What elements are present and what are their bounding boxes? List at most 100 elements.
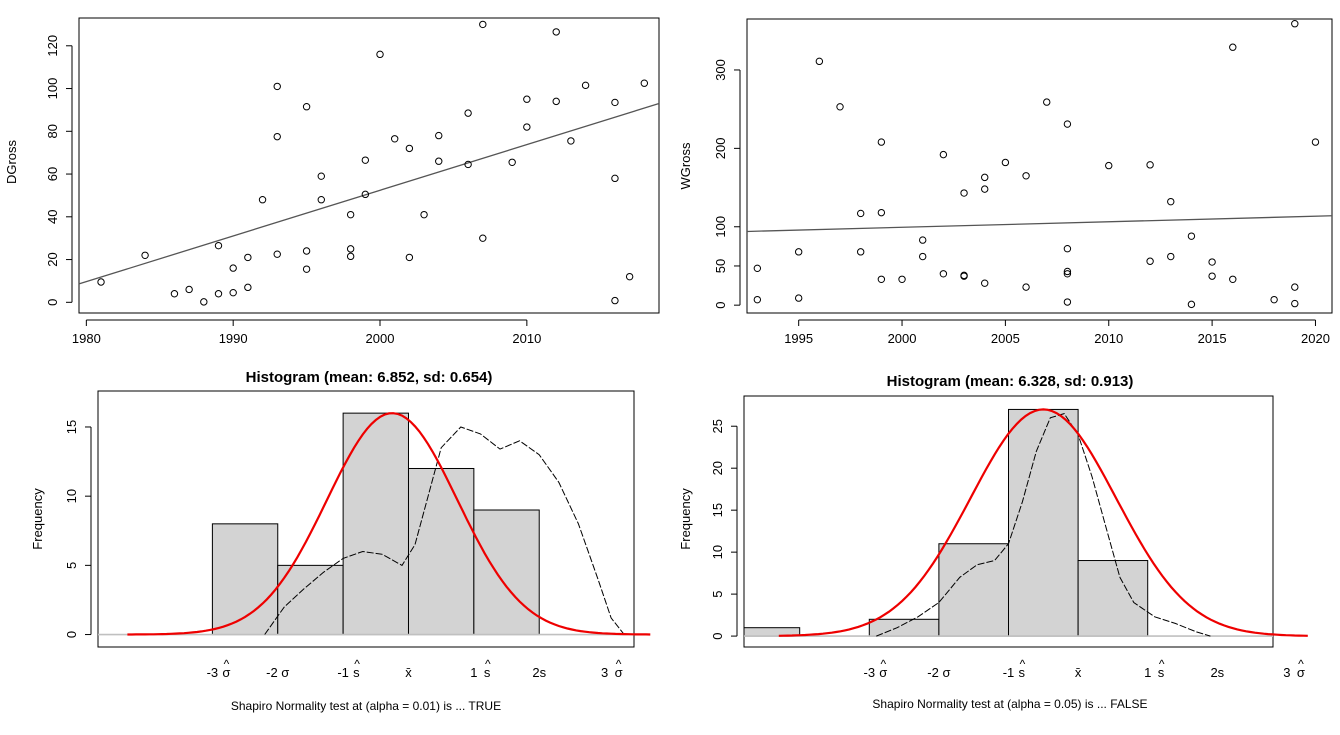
density-curve: [876, 413, 1211, 637]
x-tick-label: 1995: [784, 331, 813, 346]
x-tick-label: 2000: [366, 331, 395, 346]
sigma-tick-hat: ^: [1159, 657, 1165, 671]
data-point: [479, 234, 487, 242]
sigma-tick-symbol: s: [353, 665, 360, 680]
sigma-tick-hat: ^: [1298, 657, 1304, 671]
sigma-tick-label: -3: [864, 665, 876, 680]
x-tick-label: 2010: [1094, 331, 1123, 346]
sigma-tick-label: 1: [470, 665, 477, 680]
y-tick-label: 80: [45, 124, 60, 138]
panel3-xlabel: Shapiro Normality test at (alpha = 0.01)…: [231, 699, 501, 713]
data-point: [611, 98, 619, 107]
data-point: [361, 190, 370, 199]
y-tick-label: 100: [713, 216, 728, 238]
data-point: [1208, 272, 1216, 280]
data-point: [877, 208, 886, 217]
y-tick-label: 25: [710, 419, 725, 433]
data-point: [1291, 20, 1299, 28]
data-point: [200, 298, 208, 306]
data-point: [479, 20, 487, 29]
normal-curve: [127, 412, 651, 636]
data-point: [981, 185, 989, 193]
histogram-bar: [868, 618, 940, 637]
data-point: [508, 158, 516, 166]
y-tick-label: 40: [45, 210, 60, 224]
data-point: [877, 138, 886, 146]
y-tick-label: 100: [45, 78, 60, 100]
data-point: [836, 103, 844, 111]
data-point: [1043, 98, 1051, 106]
sigma-tick-hat: ^: [616, 657, 622, 671]
panel1-plot: 1980 1990 2000 2010 0 20 40 60 80 100 120: [45, 17, 660, 346]
sigma-tick-label: 2s: [1210, 665, 1224, 680]
data-point: [464, 109, 472, 117]
data-point: [405, 144, 414, 153]
data-point: [464, 160, 472, 169]
data-point: [1270, 295, 1278, 304]
trend-line: [78, 102, 660, 285]
data-point: [390, 135, 399, 143]
sigma-tick-hat: ^: [224, 657, 230, 671]
data-point: [244, 253, 252, 262]
sigma-tick-symbol: σ: [615, 665, 623, 680]
data-point: [1063, 267, 1072, 276]
sigma-tick-label: -3: [207, 665, 219, 680]
data-point: [1063, 270, 1072, 278]
data-point: [1022, 283, 1030, 291]
y-tick-label: 5: [710, 590, 725, 597]
panel3-ylabel: Frequency: [30, 488, 45, 550]
sigma-tick-label: -2 σ: [266, 665, 289, 680]
data-point: [919, 236, 927, 244]
data-point: [1022, 172, 1030, 180]
data-point: [581, 81, 590, 90]
sigma-tick-symbol: σ: [222, 665, 230, 680]
sigma-tick-hat: ^: [354, 657, 360, 671]
data-point: [302, 265, 311, 273]
data-point: [1146, 161, 1154, 169]
data-point: [405, 253, 414, 262]
data-point: [214, 241, 223, 250]
x-tick-label: 1990: [219, 331, 248, 346]
y-tick-label: 15: [64, 420, 79, 434]
data-point: [302, 247, 311, 255]
data-point: [960, 189, 968, 197]
sigma-tick-label: 3: [1283, 665, 1290, 680]
data-point: [611, 174, 619, 183]
data-point: [346, 245, 355, 253]
panel4-xlabel: Shapiro Normality test at (alpha = 0.05)…: [872, 697, 1147, 711]
data-point: [625, 272, 634, 281]
sigma-tick-hat: ^: [1020, 657, 1026, 671]
data-point: [753, 295, 762, 304]
y-tick-label: 10: [710, 545, 725, 559]
data-point: [273, 82, 281, 91]
x-tick-label: 2010: [512, 331, 541, 346]
sigma-tick-hat: ^: [880, 657, 886, 671]
data-point: [302, 103, 311, 111]
x-tick-label: 1980: [72, 331, 101, 346]
histogram-bar: [277, 564, 344, 636]
data-point: [317, 196, 325, 204]
y-tick-label: 200: [713, 138, 728, 160]
data-point: [376, 50, 384, 59]
sigma-tick-label: -1: [337, 665, 349, 680]
sigma-tick-symbol: s: [1158, 665, 1165, 680]
data-point: [1291, 283, 1299, 291]
data-point: [435, 131, 443, 140]
histogram-bar: [407, 467, 475, 636]
sigma-tick-label: 3: [601, 665, 608, 680]
data-point: [185, 285, 193, 294]
data-point: [856, 209, 865, 218]
data-point: [856, 248, 865, 256]
plot-frame: [743, 395, 1274, 648]
data-point: [214, 290, 223, 298]
data-point: [1001, 158, 1010, 167]
y-tick-label: 0: [45, 299, 60, 306]
data-point: [258, 196, 267, 204]
panel3-title: Histogram (mean: 6.852, sd: 0.654): [246, 369, 493, 386]
y-tick-label: 0: [713, 302, 728, 309]
data-point: [552, 28, 560, 36]
y-tick-label: 5: [64, 562, 79, 569]
